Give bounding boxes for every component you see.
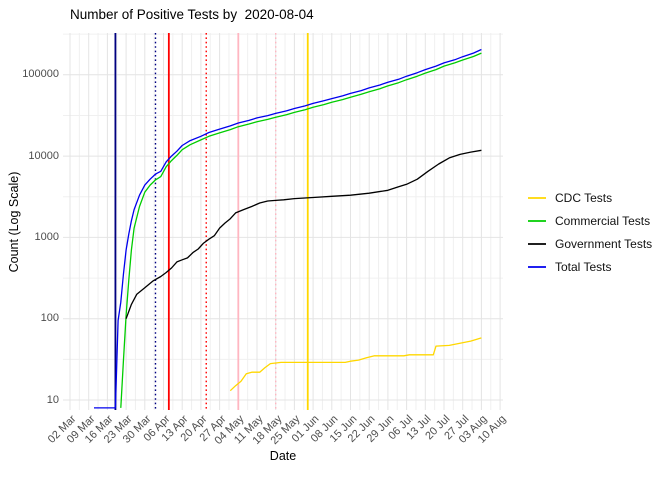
legend-key-line <box>528 219 546 222</box>
series-line-total-tests <box>94 48 482 409</box>
legend-entry: Commercial Tests <box>528 209 652 232</box>
x-axis-title: Date <box>269 449 297 463</box>
chart-legend: CDC Tests Commercial Tests Government Test… <box>528 186 652 278</box>
legend-label: Government Tests <box>555 236 653 251</box>
y-tick-label: 100000 <box>22 68 59 81</box>
legend-key-line <box>528 196 546 199</box>
chart-title: Number of Positive Tests by 2020-08-04 <box>70 7 314 22</box>
legend-label: Total Tests <box>555 259 612 274</box>
legend-label: Commercial Tests <box>555 213 651 228</box>
y-tick-label: 1000 <box>34 230 59 243</box>
y-tick-label: 10 <box>46 393 59 406</box>
series-line-commercial-tests <box>120 52 482 408</box>
series-line-government-tests <box>125 149 482 319</box>
legend-entry: Government Tests <box>528 232 652 255</box>
legend-key-line <box>528 242 546 245</box>
series-line-cdc-tests <box>229 337 482 392</box>
y-tick-label: 10000 <box>28 149 59 162</box>
legend-entry: Total Tests <box>528 255 652 278</box>
legend-label: CDC Tests <box>555 190 613 205</box>
legend-entry: CDC Tests <box>528 186 652 209</box>
legend-key-line <box>528 265 546 268</box>
y-tick-label: 100 <box>40 312 59 325</box>
